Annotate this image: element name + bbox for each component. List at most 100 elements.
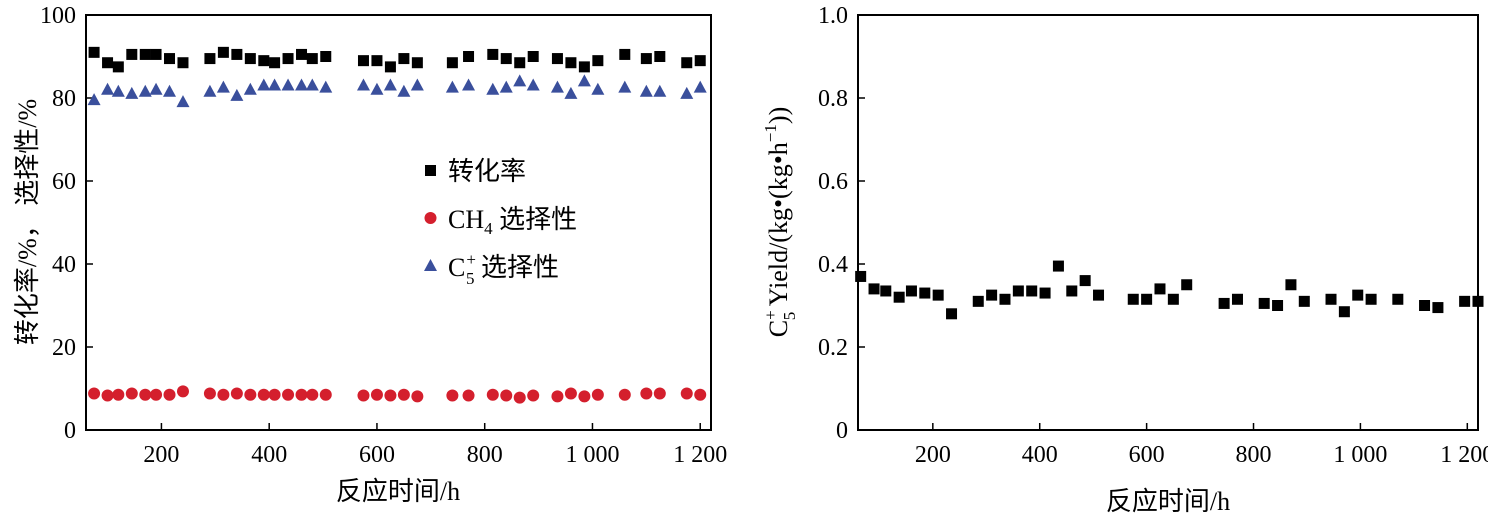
- data-point-square: [1026, 285, 1038, 297]
- data-point-triangle: [564, 86, 578, 99]
- data-point-square: [177, 57, 189, 69]
- data-point-circle: [88, 387, 101, 400]
- data-point-circle: [618, 388, 631, 401]
- data-point-square: [371, 55, 383, 67]
- data-point-circle: [295, 388, 308, 401]
- data-point-square: [1141, 293, 1153, 305]
- data-point-square: [282, 53, 294, 65]
- data-point-triangle: [149, 82, 163, 95]
- data-point-square: [654, 51, 666, 62]
- data-point-triangle: [462, 78, 476, 91]
- data-point-square: [592, 55, 604, 67]
- data-point-square: [1154, 283, 1166, 295]
- x-tick-label: 400: [1022, 442, 1058, 468]
- legend: 转化率 CH4 选择性 C+ 5 选择性: [424, 157, 577, 288]
- y-tick-label: 0.2: [818, 335, 848, 361]
- data-point-square: [578, 61, 590, 73]
- data-point-square: [1066, 285, 1078, 297]
- data-point-triangle: [445, 80, 459, 93]
- left-x-axis-label: 反应时间/h: [336, 477, 460, 506]
- data-point-square: [164, 53, 176, 65]
- data-point-circle: [230, 387, 243, 400]
- data-point-triangle: [230, 88, 244, 101]
- data-point-square: [551, 53, 563, 65]
- data-point-square: [1039, 287, 1051, 299]
- right-ticks: 200 400 600 800 1 000 1 200 0 0.2 0.4 0.6 0.8 1.0: [818, 3, 1488, 468]
- data-point-square: [905, 285, 917, 297]
- data-point-circle: [486, 388, 499, 401]
- c5-yield-chart: 200 400 600 800 1 000 1 200 0 0.2 0.4 0.6 0.8 1.0 反…: [761, 3, 1488, 516]
- data-point-circle: [244, 388, 257, 401]
- left-ticks: 200 400 600 800 1 000 1 200 0 20 40 60 80 100: [40, 3, 727, 468]
- data-point-circle: [551, 390, 564, 403]
- data-point-circle: [653, 387, 666, 400]
- legend-label-ch4: CH4 选择性: [448, 205, 577, 238]
- y-tick-label: 0.6: [818, 169, 848, 195]
- y-tick-label: 1.0: [818, 3, 848, 29]
- data-point-square: [258, 55, 270, 67]
- data-point-triangle: [216, 80, 230, 93]
- x-tick-label: 600: [1129, 442, 1165, 468]
- data-point-square: [1181, 279, 1193, 291]
- data-point-triangle: [513, 74, 527, 87]
- data-point-square: [296, 48, 308, 60]
- data-point-square: [999, 293, 1011, 305]
- data-point-square: [217, 46, 229, 58]
- y-tick-label: 20: [52, 335, 76, 361]
- data-point-square: [1298, 295, 1310, 307]
- data-point-square: [1127, 293, 1139, 305]
- data-point-square: [102, 57, 114, 69]
- data-point-square: [619, 48, 631, 60]
- x-tick-label: 200: [143, 442, 179, 468]
- data-point-square: [1338, 306, 1350, 318]
- data-point-square: [1419, 300, 1431, 311]
- right-y-axis-label: C+5 Yield/(kg•(kg•h−1)): [761, 107, 799, 337]
- data-point-triangle: [486, 82, 500, 95]
- left-plot-frame: [85, 14, 712, 431]
- data-point-triangle: [295, 78, 309, 91]
- data-point-triangle: [397, 84, 411, 97]
- data-point-circle: [268, 388, 281, 401]
- right-data-points: [855, 260, 1484, 320]
- data-point-square: [357, 55, 369, 67]
- data-point-square: [640, 53, 652, 65]
- data-point-square: [1167, 293, 1179, 305]
- data-point-square: [527, 51, 539, 62]
- data-point-triangle: [383, 78, 397, 91]
- data-point-square: [1365, 293, 1377, 305]
- data-point-square: [139, 48, 151, 60]
- data-point-square: [868, 283, 880, 295]
- x-tick-label: 1 200: [673, 442, 727, 468]
- data-point-circle: [446, 389, 459, 402]
- data-point-square: [972, 295, 984, 307]
- legend-item-conversion: 转化率: [425, 157, 526, 186]
- data-point-circle: [694, 388, 707, 401]
- data-point-square: [112, 61, 124, 73]
- data-point-square: [880, 285, 892, 297]
- data-point-triangle: [268, 78, 282, 91]
- data-point-square: [487, 48, 499, 60]
- data-point-triangle: [176, 95, 190, 108]
- y-tick-label: 0: [836, 418, 848, 444]
- data-point-circle: [101, 389, 114, 402]
- data-point-circle: [306, 388, 319, 401]
- data-point-square: [681, 57, 693, 69]
- data-point-triangle: [618, 80, 632, 93]
- data-point-triangle: [101, 82, 115, 95]
- data-point-circle: [462, 389, 475, 402]
- legend-item-c5: C+ 5 选择性: [424, 250, 559, 288]
- data-point-circle: [527, 389, 540, 402]
- data-point-triangle: [639, 84, 653, 97]
- data-point-circle: [163, 388, 176, 401]
- data-point-triangle: [305, 78, 319, 91]
- data-point-square: [150, 48, 162, 60]
- data-point-square: [269, 57, 281, 69]
- data-point-triangle: [203, 84, 217, 97]
- legend-square-marker: [425, 165, 436, 176]
- data-point-square: [855, 270, 867, 282]
- y-tick-label: 60: [52, 169, 76, 195]
- data-point-square: [1258, 297, 1270, 309]
- data-point-triangle: [410, 78, 424, 91]
- left-data-points: [87, 46, 707, 404]
- data-point-square: [1052, 260, 1064, 272]
